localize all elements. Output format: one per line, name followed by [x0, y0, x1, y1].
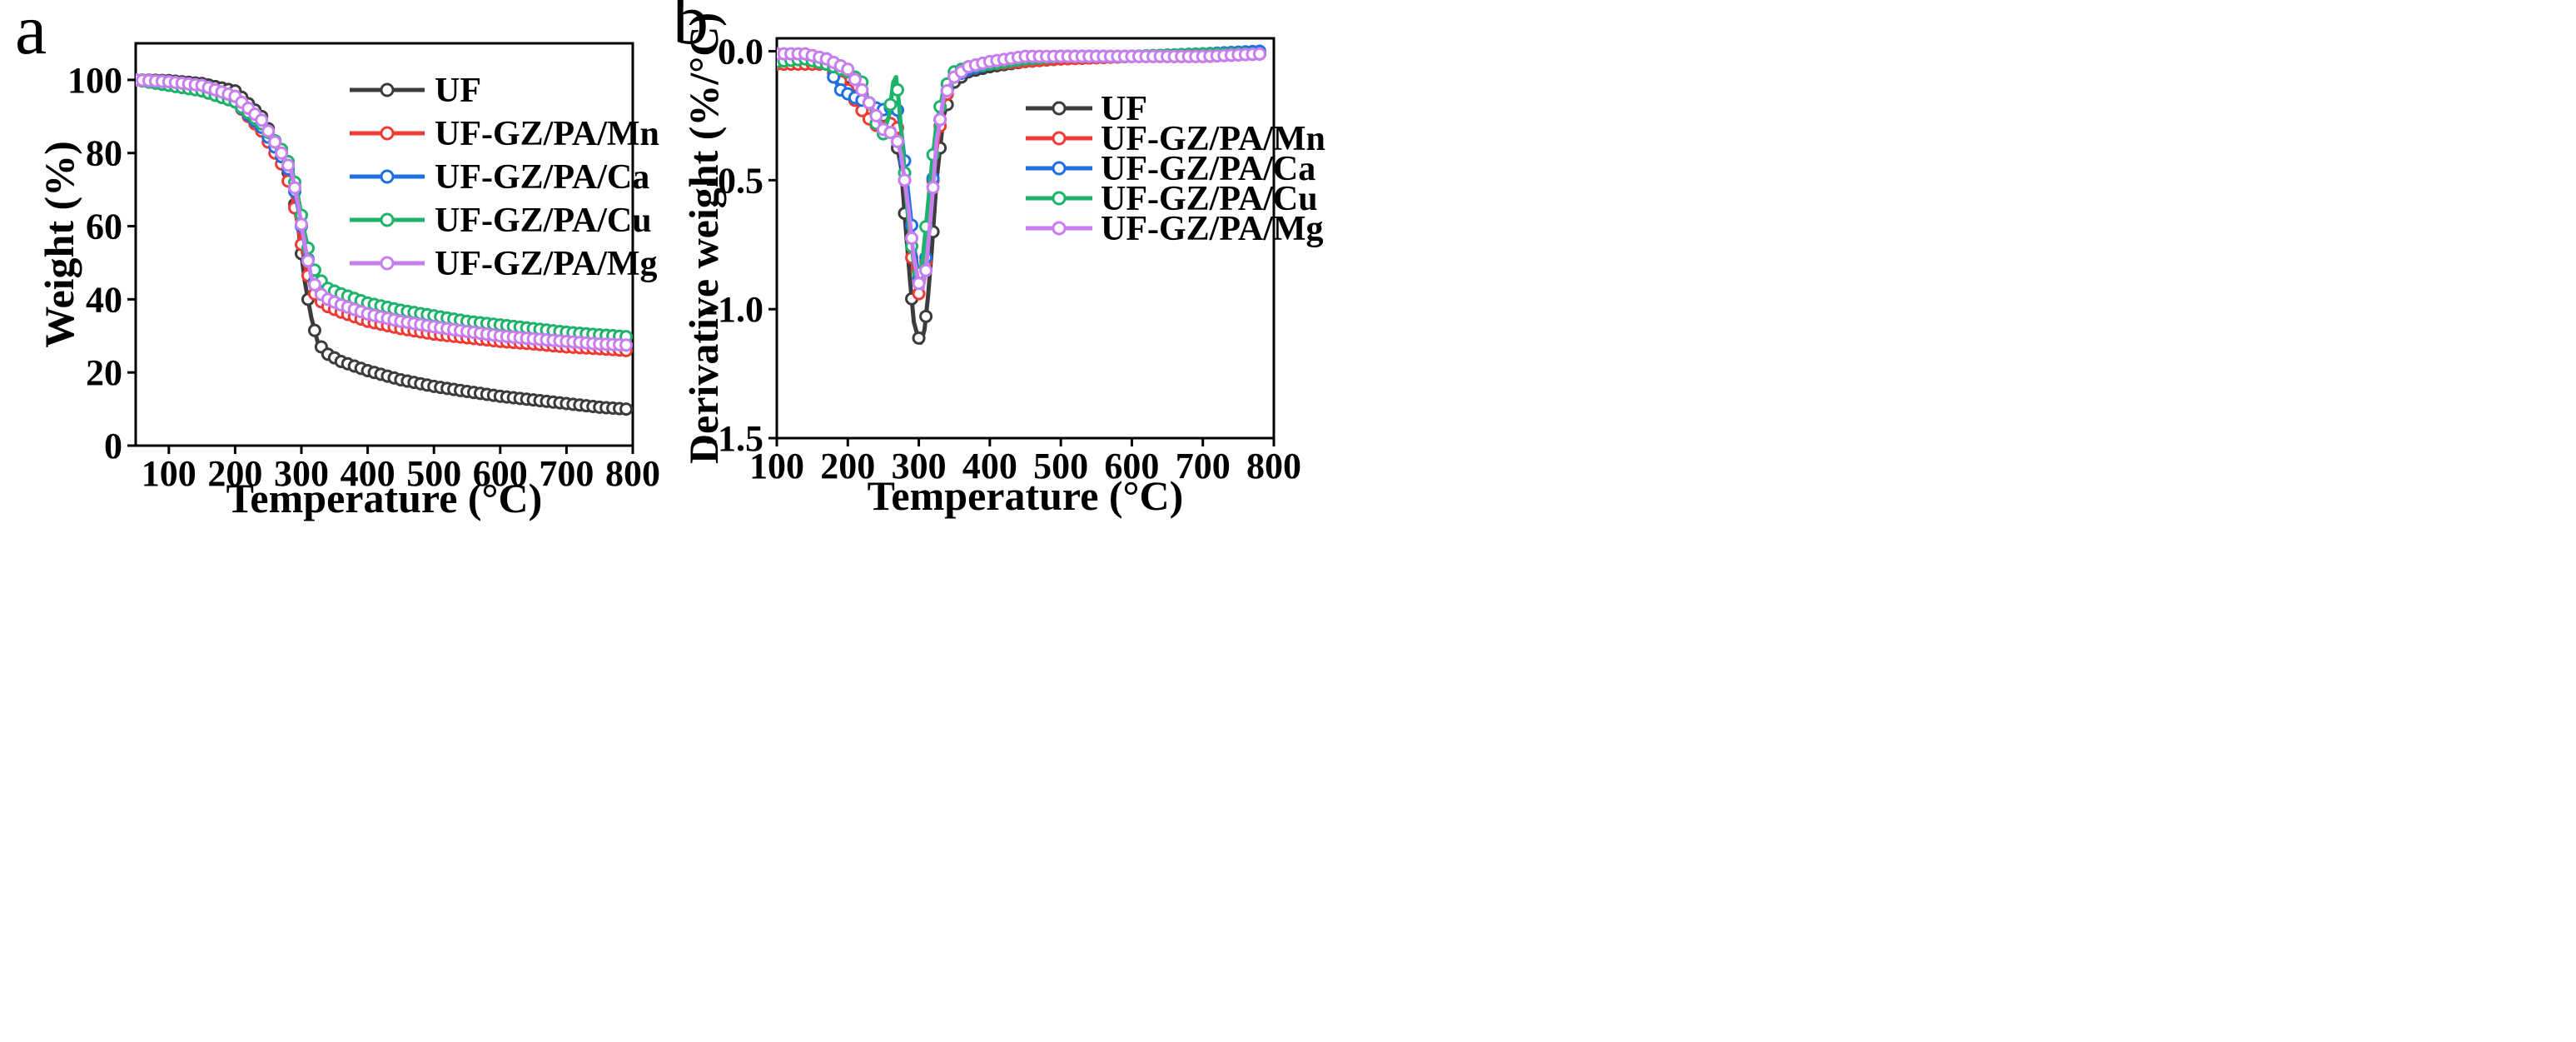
data-point	[883, 97, 898, 112]
x-tick-label: 800	[605, 453, 660, 494]
data-point	[883, 126, 898, 140]
legend-marker	[380, 256, 395, 271]
legend-label: UF-GZ/PA/Ca	[435, 158, 649, 197]
data-point	[862, 96, 876, 110]
data-point	[268, 135, 282, 149]
data-point	[619, 338, 633, 352]
x-tick-label: 400	[341, 453, 395, 494]
data-point	[940, 83, 954, 97]
x-tick-label: 600	[1104, 446, 1159, 486]
legend-marker	[380, 82, 395, 97]
panel-a: a 100 200 300 400 500 600 700 800 0 20 40 60 80 100 Tem…	[15, 0, 660, 521]
y-tick-label: -0.5	[705, 160, 763, 201]
x-tick-label: 400	[962, 446, 1017, 486]
data-point	[898, 173, 912, 187]
data-point	[905, 232, 919, 245]
legend-marker	[380, 169, 395, 184]
y-tick-label: 100	[67, 60, 122, 101]
legend-marker	[380, 126, 395, 141]
x-tick-label: 500	[406, 453, 461, 494]
panel-label: b	[673, 0, 709, 59]
legend-marker	[1052, 191, 1067, 206]
y-tick-label: 0	[104, 426, 122, 466]
data-point	[1252, 47, 1266, 61]
data-point	[848, 72, 862, 87]
data-point	[912, 277, 926, 291]
data-point	[926, 181, 940, 195]
data-point	[307, 277, 321, 292]
series-uf-gz-pa-mg	[136, 72, 633, 352]
legend-label: UF-GZ/PA/Cu	[1101, 180, 1318, 218]
legend: UFUF-GZ/PA/MnUF-GZ/PA/CaUF-GZ/PA/CuUF-GZ…	[1026, 90, 1325, 248]
x-axis-title: Temperature (°C)	[868, 472, 1184, 519]
panel-b: b 100 200 300 400 500 600 700 800 0.0 -0.5 -1.0 -1.5…	[673, 0, 1325, 519]
legend-label: UF-GZ/PA/Ca	[1101, 150, 1315, 188]
x-tick-label: 300	[892, 446, 947, 486]
x-tick-label: 100	[142, 453, 196, 494]
data-point	[890, 82, 904, 97]
data-point	[855, 82, 869, 97]
y-tick-label: 60	[86, 207, 122, 247]
legend: UF UF-GZ/PA/Mn UF-GZ/PA/Ca UF-GZ/PA/Cu UF-GZ…	[350, 72, 659, 283]
x-tick-label: 700	[539, 453, 594, 494]
y-axis-title: Weight (%)	[36, 141, 82, 348]
legend-label: UF	[1101, 90, 1147, 128]
y-tick-label: 20	[86, 352, 122, 393]
data-point	[301, 254, 315, 268]
data-point	[307, 323, 321, 337]
plot-frame	[775, 37, 1276, 440]
legend-marker	[1052, 161, 1067, 176]
data-point	[919, 309, 933, 323]
legend-marker	[1052, 131, 1067, 146]
legend-label: UF-GZ/PA/Mn	[435, 115, 659, 153]
panel-label: a	[15, 0, 47, 69]
x-tick-label: 300	[274, 453, 329, 494]
data-point	[841, 62, 855, 77]
legend-label: UF-GZ/PA/Mn	[1101, 120, 1325, 158]
series-uf-gz-pa-mg	[777, 47, 1266, 291]
x-tick-label: 200	[207, 453, 262, 494]
y-tick-label: 40	[86, 279, 122, 320]
data-point	[919, 263, 933, 277]
legend-label: UF	[435, 72, 481, 110]
x-tick-label: 500	[1033, 446, 1088, 486]
x-tick-label: 200	[820, 446, 875, 486]
y-tick-label: 80	[86, 133, 122, 174]
data-point	[295, 217, 308, 232]
legend-marker	[1052, 101, 1067, 116]
x-tick-label: 800	[1246, 446, 1301, 486]
data-point	[869, 108, 883, 122]
data-point	[890, 134, 904, 148]
legend-label: UF-GZ/PA/Mg	[435, 245, 658, 283]
legend-label: UF-GZ/PA/Cu	[435, 202, 652, 240]
y-tick-label: 0.0	[718, 31, 763, 72]
data-point	[261, 124, 276, 138]
data-point	[912, 331, 926, 345]
y-tick-label: -1.5	[705, 418, 763, 459]
data-point	[255, 113, 269, 127]
legend-marker	[380, 212, 395, 227]
x-axis-title: Temperature (°C)	[226, 475, 543, 521]
data-point	[619, 402, 633, 416]
legend-label: UF-GZ/PA/Mg	[1101, 210, 1324, 248]
data-point	[933, 112, 947, 127]
legend-marker	[1052, 221, 1067, 236]
y-axis-title: Derivative weight (%/°C)	[680, 12, 727, 464]
data-point	[275, 146, 289, 160]
data-point	[281, 158, 296, 172]
y-tick-label: -1.0	[705, 289, 763, 330]
data-point	[288, 181, 302, 195]
x-tick-label: 700	[1176, 446, 1231, 486]
x-tick-label: 600	[473, 453, 528, 494]
x-tick-label: 100	[749, 446, 804, 486]
plot-frame	[134, 42, 634, 447]
